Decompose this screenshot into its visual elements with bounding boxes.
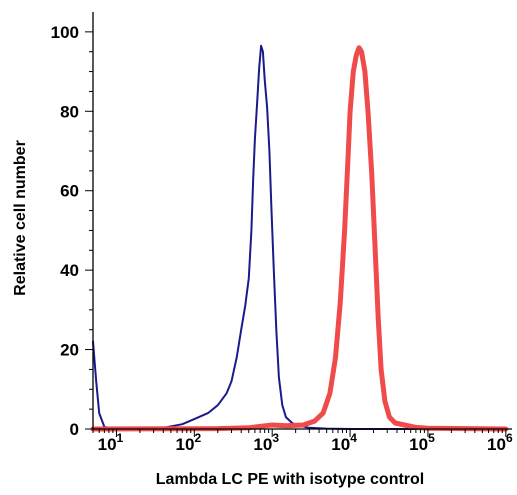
x-axis-title: Lambda LC PE with isotype control [156,471,424,488]
x-tick-label: 103 [253,431,279,454]
y-tick-label: 40 [60,261,79,280]
x-tick-label: 104 [331,431,357,454]
x-tick-label: 102 [176,431,202,454]
y-tick-label: 0 [70,420,79,439]
y-tick-label: 20 [60,341,79,360]
y-tick-label: 80 [60,102,79,121]
x-axis-ticks: 101 102 103 104 105 106 [92,429,513,454]
y-tick-label: 100 [51,23,79,42]
y-axis-title: Relative cell number [12,140,29,296]
x-tick-label: 101 [98,431,124,454]
x-tick-label: 106 [487,431,513,454]
y-tick-label: 60 [60,182,79,201]
series-layer [90,44,509,432]
histogram-series-2 [90,45,509,432]
histogram-series-1 [92,44,507,430]
y-axis-ticks: 0 20 40 60 80 100 [51,23,93,439]
x-tick-label: 105 [409,431,435,454]
